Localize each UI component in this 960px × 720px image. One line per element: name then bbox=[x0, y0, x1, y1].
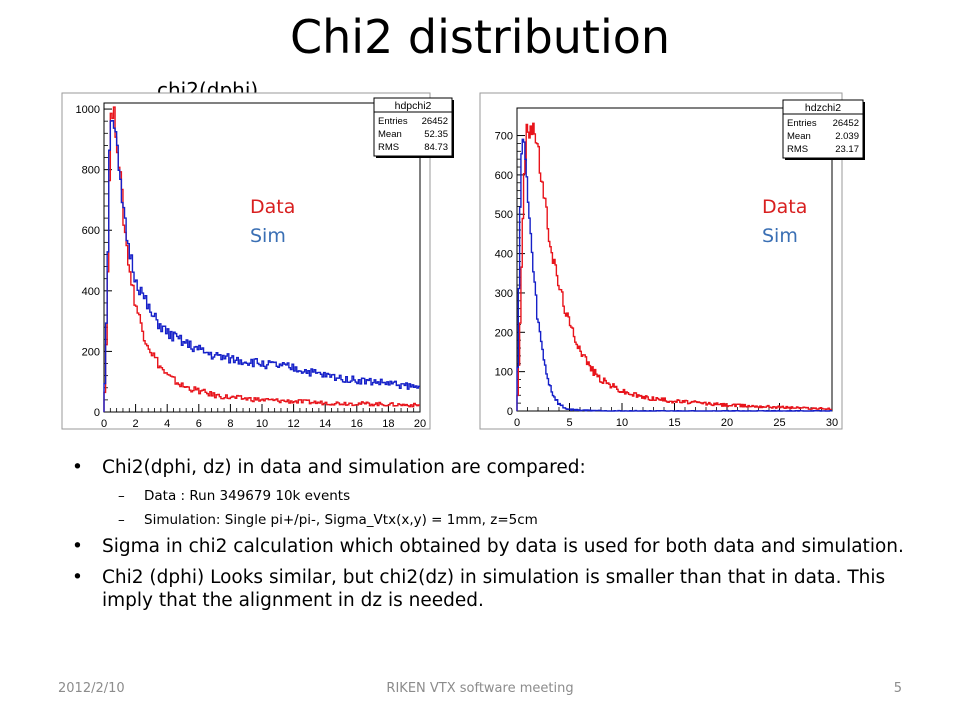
x-tick-label: 25 bbox=[773, 417, 785, 429]
stats-key: Entries bbox=[378, 116, 408, 127]
stats-value: 2.039 bbox=[835, 131, 859, 142]
stats-key: RMS bbox=[378, 142, 399, 153]
bullet-text: Sigma in chi2 calculation which obtained… bbox=[102, 536, 904, 557]
slide-title: Chi2 distribution bbox=[289, 10, 671, 64]
sub-bullet-item: – Data : Run 349679 10k events bbox=[96, 487, 932, 505]
bullet-item: • Sigma in chi2 calculation which obtain… bbox=[72, 535, 932, 558]
stats-value: 52.35 bbox=[424, 129, 448, 140]
series-line-sim bbox=[516, 138, 832, 412]
y-tick-label: 0 bbox=[507, 406, 513, 418]
x-tick-label: 0 bbox=[101, 418, 107, 430]
stats-value: 26452 bbox=[422, 116, 448, 127]
stats-key: Mean bbox=[787, 131, 811, 142]
y-tick-label: 0 bbox=[94, 407, 100, 419]
sub-bullet-item: – Simulation: Single pi+/pi-, Sigma_Vtx(… bbox=[96, 511, 932, 529]
series-line-sim bbox=[103, 119, 420, 412]
x-tick-label: 10 bbox=[256, 418, 268, 430]
chart-chi2-dphi: 0 200 400 600 800 1000 0 2 4 6 8 10 12 14 16 18 20 hdpchi… bbox=[61, 92, 454, 430]
x-tick-label: 10 bbox=[616, 417, 628, 429]
plot-pad bbox=[61, 92, 431, 430]
sub-bullet-text: Simulation: Single pi+/pi-, Sigma_Vtx(x,… bbox=[144, 512, 538, 528]
y-tick-label: 300 bbox=[495, 288, 513, 300]
x-tick-label: 14 bbox=[319, 418, 331, 430]
bullet-list: • Chi2(dphi, dz) in data and simulation … bbox=[72, 456, 932, 620]
x-tick-label: 16 bbox=[351, 418, 363, 430]
y-tick-label: 800 bbox=[82, 165, 100, 177]
sub-bullet-glyph: – bbox=[118, 488, 125, 504]
y-tick-label: 700 bbox=[495, 131, 513, 143]
y-tick-label: 400 bbox=[495, 249, 513, 261]
bullet-text: Chi2 (dphi) Looks similar, but chi2(dz) … bbox=[102, 567, 886, 611]
stats-value: 23.17 bbox=[835, 144, 859, 155]
x-tick-label: 12 bbox=[287, 418, 299, 430]
series-line-data bbox=[103, 106, 420, 412]
x-tick-label: 6 bbox=[196, 418, 202, 430]
legend-label-sim: Sim bbox=[762, 225, 798, 247]
x-tick-label: 0 bbox=[514, 417, 520, 429]
legend-label-sim: Sim bbox=[250, 225, 286, 247]
chart-chi2-dz: 0 100 200 300 400 500 600 700 0 5 10 15 20 25 30 hdzchi… bbox=[479, 92, 865, 430]
x-tick-label: 5 bbox=[566, 417, 572, 429]
stats-value: 26452 bbox=[833, 118, 859, 129]
y-tick-label: 600 bbox=[82, 225, 100, 237]
sub-bullet-glyph: – bbox=[118, 512, 125, 528]
bullet-glyph: • bbox=[72, 457, 83, 478]
stats-value: 84.73 bbox=[424, 142, 448, 153]
y-tick-label: 200 bbox=[495, 327, 513, 339]
plot-pad bbox=[479, 92, 843, 430]
bullet-item: • Chi2(dphi, dz) in data and simulation … bbox=[72, 456, 932, 479]
x-tick-label: 4 bbox=[164, 418, 170, 430]
stats-title: hdpchi2 bbox=[395, 100, 432, 112]
y-tick-label: 400 bbox=[82, 286, 100, 298]
bullet-text: Chi2(dphi, dz) in data and simulation ar… bbox=[102, 457, 586, 478]
x-tick-label: 18 bbox=[382, 418, 394, 430]
x-tick-label: 20 bbox=[414, 418, 426, 430]
stats-key: Entries bbox=[787, 118, 817, 129]
stats-title: hdzchi2 bbox=[805, 102, 841, 114]
footer-date: 2012/2/10 bbox=[58, 681, 125, 696]
stats-key: Mean bbox=[378, 129, 402, 140]
legend-label-data: Data bbox=[762, 196, 807, 218]
legend-label-data: Data bbox=[250, 196, 295, 218]
stats-box bbox=[373, 97, 453, 157]
y-tick-label: 500 bbox=[495, 209, 513, 221]
stats-key: RMS bbox=[787, 144, 808, 155]
series-line-data bbox=[516, 122, 832, 411]
footer-page-number: 5 bbox=[893, 681, 902, 696]
bullet-glyph: • bbox=[72, 536, 83, 557]
bullet-item: • Chi2 (dphi) Looks similar, but chi2(dz… bbox=[72, 566, 932, 612]
x-tick-label: 20 bbox=[721, 417, 733, 429]
x-tick-label: 8 bbox=[227, 418, 233, 430]
y-tick-label: 100 bbox=[495, 367, 513, 379]
stats-box bbox=[782, 99, 864, 159]
x-tick-label: 2 bbox=[133, 418, 139, 430]
y-tick-label: 1000 bbox=[76, 104, 100, 116]
sub-bullet-text: Data : Run 349679 10k events bbox=[144, 488, 351, 504]
y-tick-label: 200 bbox=[82, 346, 100, 358]
bullet-glyph: • bbox=[72, 567, 83, 588]
y-tick-label: 600 bbox=[495, 170, 513, 182]
x-tick-label: 15 bbox=[668, 417, 680, 429]
x-tick-label: 30 bbox=[826, 417, 838, 429]
footer-title: RIKEN VTX software meeting bbox=[386, 681, 574, 696]
